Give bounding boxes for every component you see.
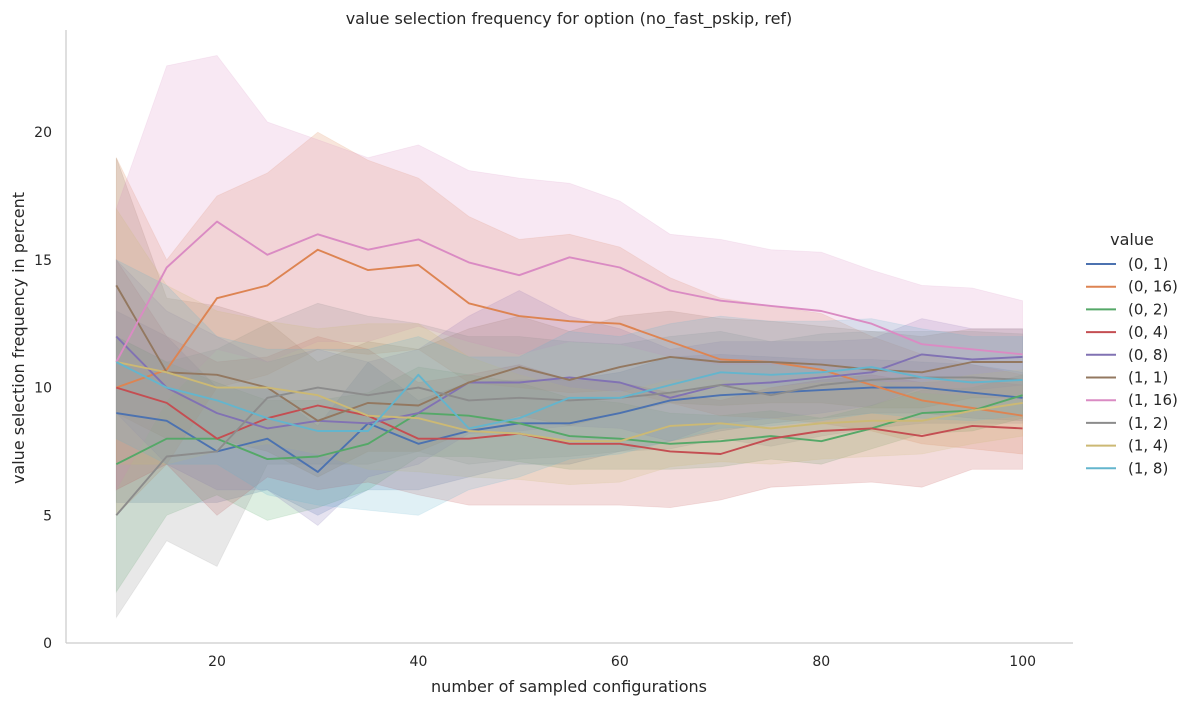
legend-label: (0, 1) [1128, 255, 1168, 273]
legend-label: (1, 1) [1128, 369, 1168, 387]
y-axis-label: value selection frequency in percent [9, 192, 28, 484]
y-tick-label: 0 [43, 636, 52, 652]
legend-label: (0, 16) [1128, 278, 1178, 296]
chart-title: value selection frequency for option (no… [346, 9, 793, 29]
legend-title: value [1110, 230, 1154, 249]
series-line [115, 335, 1023, 430]
series-line [115, 248, 1023, 417]
x-axis-label: number of sampled configurations [431, 677, 707, 696]
x-axis-ticks: 20 40 60 80 100 [208, 654, 1036, 670]
legend-label: (1, 4) [1128, 437, 1168, 455]
x-tick-label: 60 [611, 654, 629, 670]
x-tick-label: 80 [812, 654, 830, 670]
series-lines [115, 220, 1023, 516]
legend-items: (0, 1) (0, 16) (0, 2) (0, 4) (0, 8) (1, 1) (1,… [1086, 255, 1178, 477]
confidence-bands [115, 55, 1023, 619]
series-line [115, 220, 1023, 363]
series-line [115, 361, 1023, 432]
confidence-band [115, 302, 1023, 619]
x-tick-label: 40 [410, 654, 428, 670]
legend-label: (1, 8) [1128, 459, 1168, 477]
legend-label: (0, 4) [1128, 323, 1168, 341]
confidence-band [115, 55, 1023, 492]
y-axis-ticks: 0 5 10 15 20 [34, 125, 52, 652]
confidence-band [115, 310, 1023, 516]
y-tick-label: 10 [34, 381, 52, 397]
confidence-band [115, 207, 1023, 486]
series-line [116, 386, 1023, 473]
confidence-band [115, 258, 1023, 527]
axes: 20 40 60 80 100 0 5 10 15 20 [34, 30, 1073, 670]
series-line [115, 376, 1023, 516]
legend: value (0, 1) (0, 16) (0, 2) (0, 4) (0, 8) (1,… [1086, 230, 1178, 477]
legend-label: (0, 8) [1128, 346, 1168, 364]
y-tick-label: 20 [34, 125, 52, 141]
x-tick-label: 20 [208, 654, 226, 670]
series-line [116, 361, 1023, 443]
legend-label: (1, 2) [1128, 414, 1168, 432]
y-tick-label: 15 [34, 253, 52, 269]
legend-label: (1, 16) [1128, 391, 1178, 409]
x-tick-label: 100 [1009, 654, 1036, 670]
confidence-band [115, 335, 1023, 594]
confidence-band [115, 131, 1023, 517]
legend-label: (0, 2) [1128, 300, 1168, 318]
y-tick-label: 5 [43, 508, 52, 524]
confidence-band [115, 258, 1023, 516]
